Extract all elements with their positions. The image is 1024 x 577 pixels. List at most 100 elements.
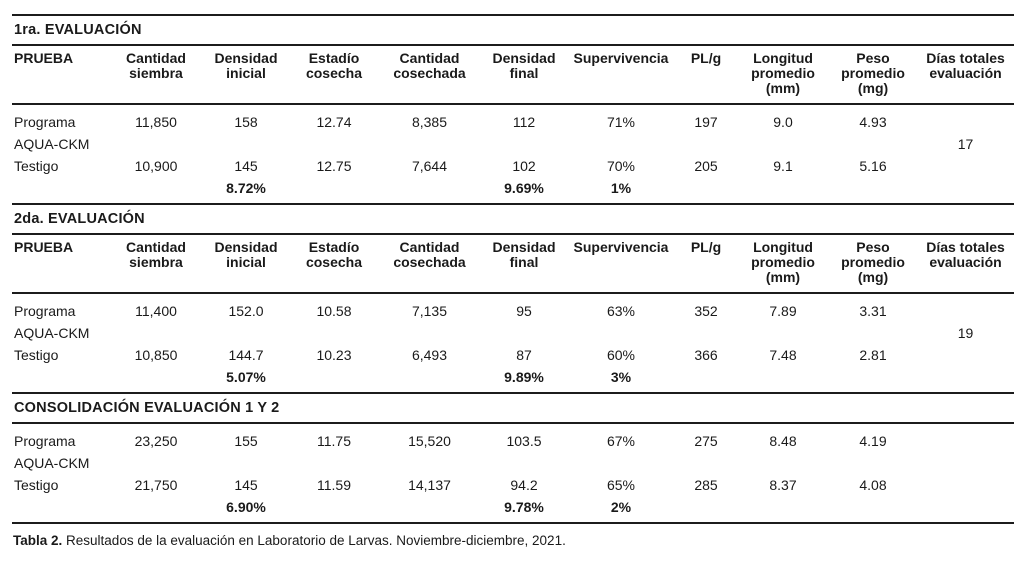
row-label-cell: Programa: [14, 303, 76, 319]
data-cell: 145: [234, 158, 258, 174]
data-cell: 11.59: [317, 477, 351, 493]
section-1ra-evaluacion: 1ra. EVALUACIÓN PRUEBA Cantidad siembra De…: [12, 14, 1014, 203]
data-cell: 205: [694, 158, 718, 174]
column-header: Densidad inicial: [202, 235, 290, 294]
data-cell: [567, 322, 675, 344]
data-cell: [675, 496, 737, 523]
column-header-row: PRUEBA Cantidad siembra Densidad inicial Es…: [12, 46, 1014, 105]
data-cell: 95: [516, 303, 532, 319]
row-label-cell: Testigo: [14, 347, 59, 363]
data-cell: 5.16: [859, 158, 887, 174]
column-header: Supervivencia: [567, 235, 675, 294]
data-cell: 70%: [606, 158, 636, 174]
table-row: Testigo 21,750 145 11.59 14,137 94.2 65% 285 8.3…: [12, 474, 1014, 496]
data-cell: [110, 496, 202, 523]
data-cell: 7,644: [411, 158, 448, 174]
data-cell: 19: [957, 325, 974, 341]
table-row: Programa 11,850 158 12.74 8,385 112 71% 197 9.0 4…: [12, 104, 1014, 133]
data-cell: 63%: [606, 303, 636, 319]
data-cell: 11,850: [135, 114, 177, 130]
data-cell: [567, 452, 675, 474]
consolidation-table: Programa 23,250 155 11.75 15,520 103.5 67% 275 8…: [12, 424, 1014, 524]
data-cell: [378, 496, 481, 523]
row-label-cell: [12, 177, 110, 203]
data-cell: 11,400: [135, 303, 177, 319]
data-cell: 15,520: [408, 433, 451, 449]
table-caption-label: Tabla 2.: [13, 533, 63, 548]
table-row: AQUA-CKM 19: [12, 322, 1014, 344]
data-cell: 2.81: [859, 347, 887, 363]
row-label-cell: Programa: [14, 114, 76, 130]
data-cell: [290, 177, 378, 203]
row-label-cell: Programa: [14, 433, 76, 449]
column-header: PL/g: [675, 235, 737, 294]
column-header: Densidad inicial: [202, 46, 290, 105]
data-cell: 285: [694, 477, 718, 493]
column-header: Estadío cosecha: [290, 235, 378, 294]
data-cell: 3.31: [859, 303, 887, 319]
column-header: Cantidad cosechada: [378, 46, 481, 105]
data-cell: [829, 366, 917, 392]
row-label-cell: AQUA-CKM: [14, 455, 90, 471]
data-cell: [675, 452, 737, 474]
row-label-cell: AQUA-CKM: [14, 136, 90, 152]
data-cell: 2%: [610, 499, 632, 515]
data-cell: [290, 322, 378, 344]
data-cell: 152.0: [228, 303, 264, 319]
data-cell: 8.72%: [226, 180, 266, 196]
data-cell: 7.48: [769, 347, 797, 363]
data-cell: [378, 133, 481, 155]
data-cell: 3%: [610, 369, 632, 385]
section-title: CONSOLIDACIÓN EVALUACIÓN 1 Y 2: [12, 392, 1014, 424]
evaluation-table-2: PRUEBA Cantidad siembra Densidad inicial Es…: [12, 235, 1014, 392]
data-cell: [378, 452, 481, 474]
data-cell: 71%: [606, 114, 636, 130]
evaluation-table-1: PRUEBA Cantidad siembra Densidad inicial Es…: [12, 46, 1014, 203]
data-cell: [917, 452, 1014, 474]
data-cell: 87: [516, 347, 532, 363]
data-cell: [481, 452, 567, 474]
data-cell: [110, 177, 202, 203]
row-label-cell: AQUA-CKM: [14, 325, 90, 341]
data-cell: 275: [694, 433, 718, 449]
data-cell: [202, 322, 290, 344]
table-row: Programa 11,400 152.0 10.58 7,135 95 63% 352 7.8…: [12, 293, 1014, 322]
data-cell: 67%: [606, 433, 636, 449]
data-cell: 23,250: [134, 433, 178, 449]
data-cell: 94.2: [510, 477, 538, 493]
data-cell: 103.5: [506, 433, 542, 449]
table-row: 6.90% 9.78% 2%: [12, 496, 1014, 523]
data-cell: [737, 177, 829, 203]
row-label-cell: Testigo: [14, 158, 59, 174]
table-row: 8.72% 9.69% 1%: [12, 177, 1014, 203]
data-cell: [737, 322, 829, 344]
data-cell: [567, 133, 675, 155]
data-cell: 145: [234, 477, 258, 493]
data-cell: 12.75: [316, 158, 352, 174]
data-cell: 21,750: [134, 477, 178, 493]
column-header: Supervivencia: [567, 46, 675, 105]
data-cell: [737, 496, 829, 523]
data-cell: [829, 322, 917, 344]
table-caption: Tabla 2. Resultados de la evaluación en …: [12, 533, 1014, 548]
column-header-row: PRUEBA Cantidad siembra Densidad inicial Es…: [12, 235, 1014, 294]
data-cell: 10.58: [316, 303, 352, 319]
data-cell: 6.90%: [226, 499, 266, 515]
data-cell: 17: [957, 136, 974, 152]
data-cell: [110, 322, 202, 344]
column-header: Densidad final: [481, 235, 567, 294]
column-header: Cantidad siembra: [110, 46, 202, 105]
data-cell: [829, 496, 917, 523]
data-cell: 9.0: [773, 114, 793, 130]
data-cell: 112: [512, 114, 536, 130]
data-cell: [917, 366, 1014, 392]
data-cell: 158: [234, 114, 258, 130]
column-header: Días totales evaluación: [917, 46, 1014, 105]
column-header: Densidad final: [481, 46, 567, 105]
data-cell: [917, 474, 1014, 496]
data-cell: 60%: [606, 347, 636, 363]
column-header: Cantidad cosechada: [378, 235, 481, 294]
data-cell: [378, 366, 481, 392]
column-header: PRUEBA: [12, 46, 110, 105]
